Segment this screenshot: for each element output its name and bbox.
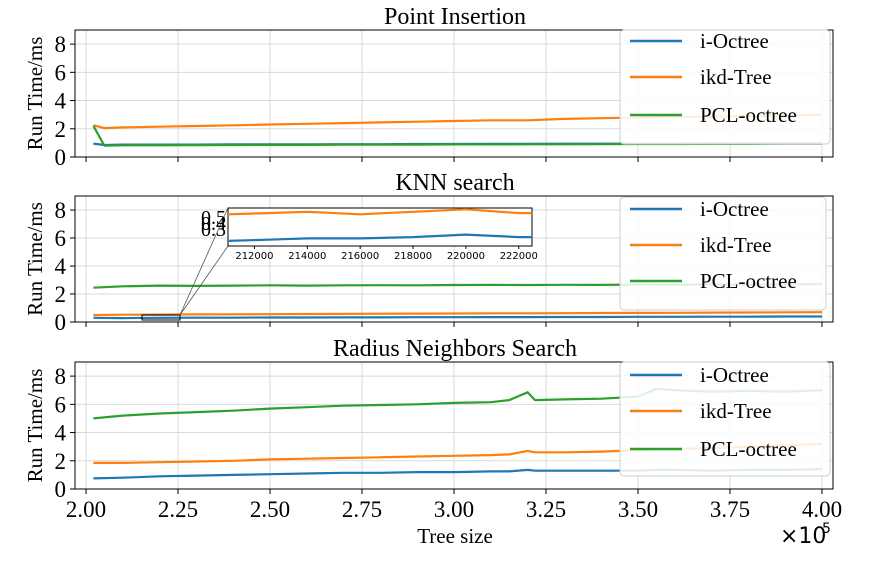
y-axis-label: Run Time/ms [23, 369, 47, 483]
legend-label: ikd-Tree [700, 233, 772, 257]
inset-x-tick-label: 212000 [235, 251, 273, 262]
y-tick-label: 8 [55, 198, 67, 223]
legend: i-Octree ikd-Tree PCL-octree [619, 196, 827, 311]
y-tick-label: 0 [55, 145, 67, 170]
inset-y-tick-label: 0.4 [201, 213, 226, 235]
legend-label: ikd-Tree [700, 65, 772, 89]
legend-label: i-Octree [700, 363, 769, 387]
y-tick-label: 6 [55, 226, 67, 251]
y-tick-label: 4 [55, 89, 67, 114]
y-tick-label: 0 [55, 477, 67, 502]
x-tick-label: 4.00 [802, 497, 842, 522]
y-tick-label: 8 [55, 32, 67, 57]
legend: i-Octree ikd-Tree PCL-octree [619, 361, 831, 477]
inset-x-tick-label: 218000 [394, 251, 432, 262]
legend-label: i-Octree [700, 197, 769, 221]
inset-x-tick-label: 222000 [500, 251, 538, 262]
inset-y-tick-label: 0.3 [201, 219, 226, 241]
y-axis-label: Run Time/ms [23, 202, 47, 316]
legend: i-Octree ikd-Tree PCL-octree [619, 29, 831, 145]
legend-box [619, 361, 831, 477]
x-tick-label: 2.75 [342, 497, 382, 522]
zoom-source-box [141, 314, 181, 321]
zoom-connector [179, 207, 229, 316]
legend-label: PCL-octree [700, 437, 797, 461]
legend-label: ikd-Tree [700, 399, 772, 423]
y-tick-label: 4 [55, 254, 67, 279]
series-line-i-octree [93, 315, 822, 320]
zoom-connector [179, 245, 229, 316]
legend-label: i-Octree [700, 29, 769, 53]
panel-title: KNN search [395, 170, 514, 196]
zoom-inset: 212000 214000 216000 218000 220000 222000 0.30… [141, 207, 538, 321]
legend-label: PCL-octree [700, 269, 797, 293]
x-multiplier: ×105 [780, 521, 831, 549]
x-tick-label: 2.25 [158, 497, 198, 522]
x-tick-label: 3.50 [618, 497, 658, 522]
y-tick-label: 2 [55, 117, 67, 142]
y-tick-label: 6 [55, 60, 67, 85]
y-tick-label: 0 [55, 310, 67, 335]
inset-series-ikd-tree [227, 208, 532, 216]
chart-panel-3: 0 2 4 6 8 Radius Neighbors Search Run Time/ms i… [23, 336, 842, 549]
panel-title: Radius Neighbors Search [333, 336, 577, 362]
y-tick-label: 2 [55, 449, 67, 474]
inset-series-i-octree [227, 233, 532, 242]
x-tick-label: 3.25 [526, 497, 566, 522]
chart-panel-2: 0 2 4 6 8 KNN search Run Time/ms i-Octree ikd-Tr… [23, 170, 834, 335]
inset-x-tick-label: 216000 [341, 251, 379, 262]
x-tick-label: 3.00 [434, 497, 474, 522]
x-multiplier-exponent: 5 [822, 521, 831, 537]
x-axis-label: Tree size [417, 524, 493, 548]
inset-x-tick-label: 214000 [288, 251, 326, 262]
x-tick-label: 2.00 [66, 497, 106, 522]
legend-label: PCL-octree [700, 103, 797, 127]
series-line-ikd-tree [93, 311, 823, 317]
y-tick-label: 2 [55, 282, 67, 307]
y-tick-label: 6 [55, 392, 67, 417]
y-axis-label: Run Time/ms [23, 37, 47, 151]
y-tick-label: 4 [55, 421, 67, 446]
x-tick-label: 2.50 [250, 497, 290, 522]
x-tick-label: 3.75 [710, 497, 750, 522]
x-multiplier-base: ×10 [780, 524, 826, 549]
panel-title: Point Insertion [384, 4, 526, 30]
inset-x-tick-label: 220000 [447, 251, 485, 262]
inset-y-tick-label: 0.5 [201, 207, 226, 229]
y-tick-label: 8 [55, 364, 67, 389]
